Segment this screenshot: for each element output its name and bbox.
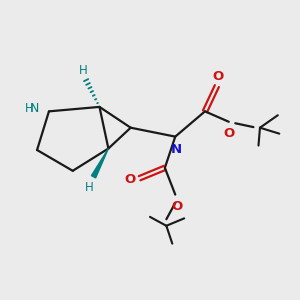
Text: O: O [213, 70, 224, 83]
Polygon shape [92, 148, 108, 178]
Text: H: H [25, 102, 34, 115]
Text: H: H [85, 181, 93, 194]
Text: O: O [171, 200, 182, 213]
Text: O: O [223, 127, 234, 140]
Text: H: H [79, 64, 88, 76]
Text: N: N [170, 143, 182, 156]
Text: N: N [29, 102, 39, 115]
Text: O: O [124, 173, 135, 186]
